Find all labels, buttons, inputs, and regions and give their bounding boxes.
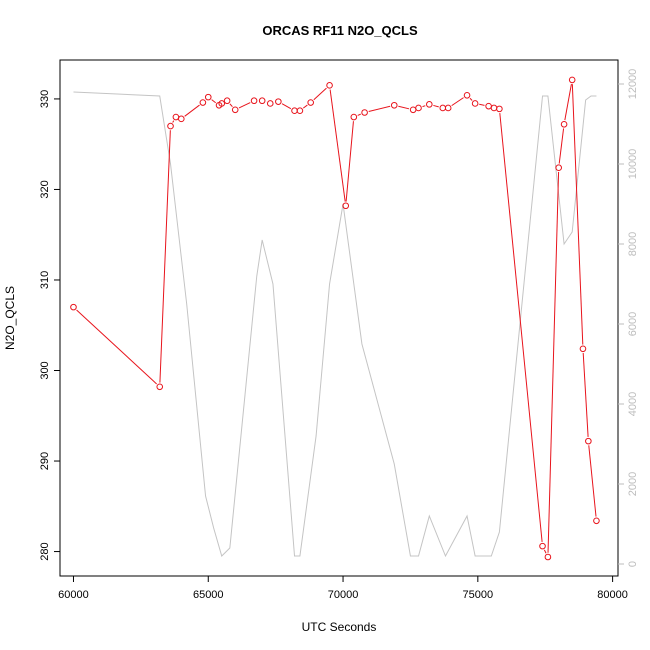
x-axis: 60000 65000 70000 75000 80000 <box>58 576 628 601</box>
n2o-point-6 <box>204 93 212 101</box>
n2o-segment-28 <box>469 97 473 101</box>
n2o-segment-17 <box>313 87 327 101</box>
n2o-point-33 <box>539 542 546 550</box>
n2o-point-39 <box>585 437 592 445</box>
n2o-segment-39 <box>588 445 597 517</box>
n2o-segment-38 <box>582 352 589 437</box>
n2o-point-24 <box>415 104 422 112</box>
y-tick-label-4: 320 <box>39 180 51 198</box>
n2o-segment-24 <box>422 105 426 108</box>
y-tick-label-3: 310 <box>39 271 51 289</box>
y-tick-label-0: 280 <box>39 542 51 560</box>
n2o-segment-2 <box>172 120 175 123</box>
n2o-segment-22 <box>398 105 410 110</box>
n2o-point-36 <box>560 120 568 128</box>
x-tick-label-4: 80000 <box>597 589 628 601</box>
y2-tick-label-0: 0 <box>627 561 639 567</box>
n2o-point-28 <box>463 92 471 99</box>
n2o-point-0 <box>70 303 77 311</box>
n2o-segment-16 <box>302 104 308 109</box>
altitude-series-layer <box>73 91 597 558</box>
n2o-point-35 <box>555 164 562 172</box>
n2o-segment-18 <box>329 89 346 202</box>
y2-tick-label-6: 12000 <box>627 69 639 100</box>
n2o-segment-9 <box>229 103 233 107</box>
n2o-point-17 <box>307 99 314 106</box>
y-axis-left: 280 290 300 310 320 330 <box>39 90 60 561</box>
y-tick-label-5: 330 <box>39 90 51 108</box>
n2o-segment-35 <box>558 128 565 164</box>
n2o-segment-21 <box>368 105 391 112</box>
x-tick-label-0: 60000 <box>58 589 89 601</box>
n2o-segment-0 <box>76 309 157 385</box>
n2o-point-9 <box>223 97 231 105</box>
n2o-point-13 <box>266 100 274 107</box>
n2o-segment-20 <box>357 113 361 116</box>
n2o-point-1 <box>156 383 164 391</box>
n2o-point-34 <box>544 553 552 561</box>
n2o-point-32 <box>496 105 503 113</box>
n2o-point-5 <box>199 99 207 106</box>
n2o-point-10 <box>231 106 239 114</box>
y-axis-right: 0 2000 4000 6000 8000 10000 12000 <box>618 69 639 567</box>
n2o-segment-34 <box>547 171 560 553</box>
n2o-segment-27 <box>451 97 464 107</box>
n2o-segment-10 <box>238 102 251 109</box>
n2o-point-37 <box>568 76 576 84</box>
n2o-point-25 <box>426 101 433 108</box>
n2o-point-2 <box>167 122 174 130</box>
n2o-point-14 <box>275 98 282 105</box>
n2o-segment-36 <box>564 83 572 121</box>
n2o-point-12 <box>258 97 266 105</box>
n2o-point-8 <box>218 100 226 107</box>
y-tick-label-2: 300 <box>39 361 51 379</box>
n2o-segment-32 <box>499 113 543 542</box>
plot-frame <box>59 59 619 577</box>
n2o-point-40 <box>593 517 600 525</box>
n2o-segment-1 <box>159 130 171 383</box>
y2-tick-label-3: 6000 <box>627 312 639 336</box>
x-axis-label: UTC Seconds <box>302 620 377 634</box>
n2o-segment-29 <box>479 103 485 106</box>
y2-tick-label-2: 4000 <box>627 392 639 416</box>
y-axis-label: N2O_QCLS <box>3 286 17 350</box>
n2o-segment-19 <box>345 121 354 202</box>
n2o-point-27 <box>444 104 452 112</box>
n2o-series-layer <box>70 76 600 561</box>
n2o-point-20 <box>350 113 358 121</box>
n2o-point-21 <box>361 109 368 116</box>
n2o-segment-6 <box>211 99 216 104</box>
altitude-line <box>73 91 597 558</box>
n2o-point-11 <box>250 97 258 105</box>
y2-tick-label-5: 10000 <box>627 149 639 180</box>
n2o-point-22 <box>390 101 398 109</box>
n2o-segment-4 <box>184 104 200 117</box>
x-tick-label-3: 75000 <box>463 589 494 601</box>
n2o-point-38 <box>579 345 587 353</box>
n2o-point-19 <box>342 202 350 210</box>
chart-title: ORCAS RF11 N2O_QCLS <box>262 23 418 38</box>
n2o-point-18 <box>326 82 333 89</box>
n2o-point-4 <box>178 115 185 123</box>
y2-tick-label-4: 8000 <box>627 232 639 256</box>
n2o-point-29 <box>471 100 479 107</box>
n2o-point-16 <box>296 107 304 114</box>
x-tick-label-1: 65000 <box>193 589 224 601</box>
n2o-segment-14 <box>281 103 292 110</box>
y2-tick-label-1: 2000 <box>627 472 639 496</box>
y-tick-label-1: 290 <box>39 452 51 470</box>
n2o-segment-33 <box>543 549 547 554</box>
x-tick-label-2: 70000 <box>328 589 359 601</box>
n2o-segment-37 <box>571 84 584 345</box>
n2o-segment-25 <box>433 104 439 108</box>
